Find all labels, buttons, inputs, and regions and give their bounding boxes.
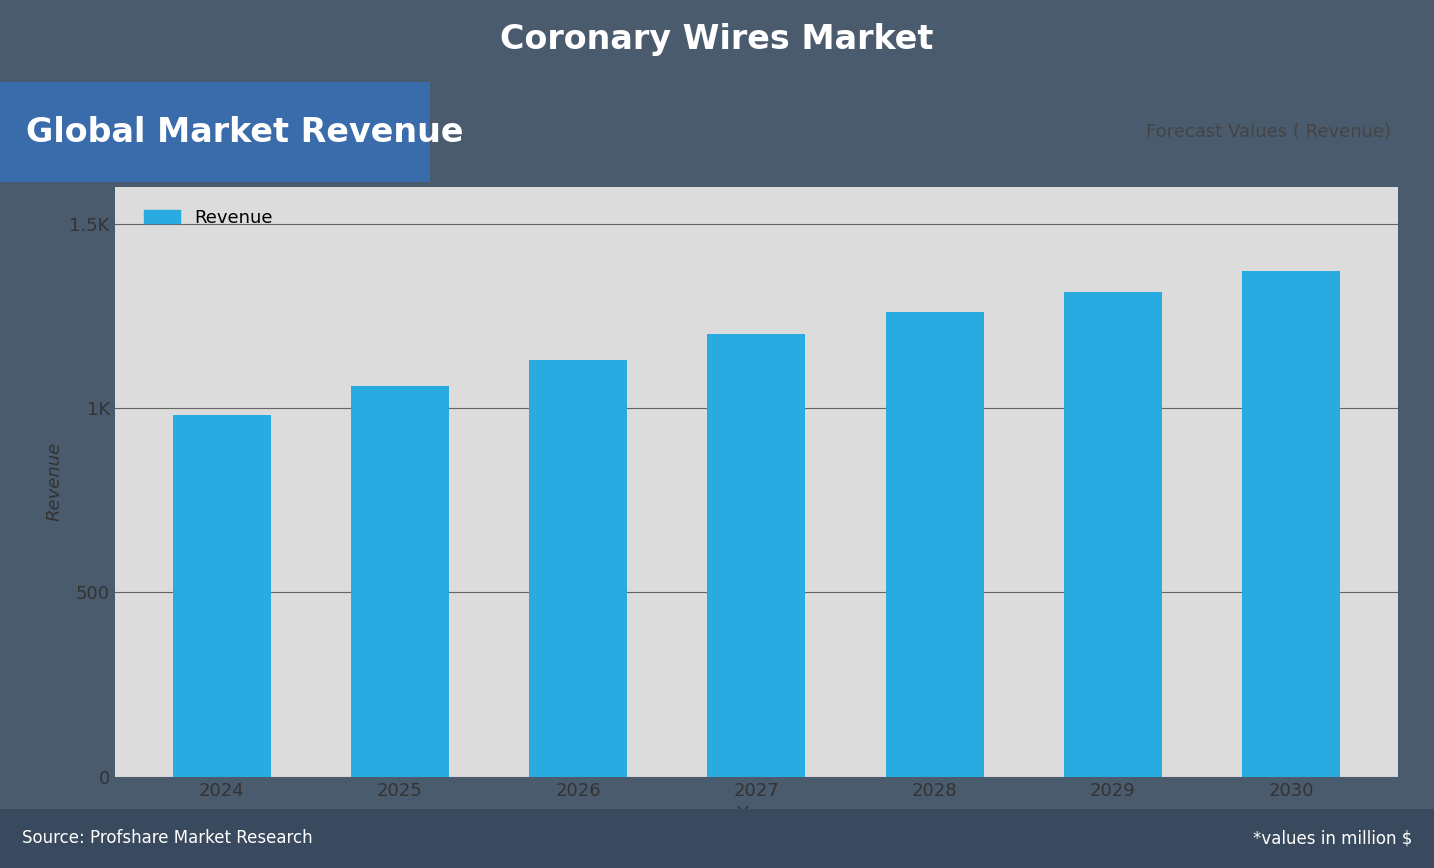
Text: Coronary Wires Market: Coronary Wires Market	[500, 23, 934, 56]
Y-axis label: Revenue: Revenue	[46, 442, 65, 522]
Bar	[172, 416, 271, 777]
Bar	[1242, 272, 1341, 777]
Bar	[351, 385, 449, 777]
Bar	[886, 312, 984, 777]
Bar	[1064, 292, 1162, 777]
Bar	[529, 360, 627, 777]
Text: Forecast Values ( Revenue): Forecast Values ( Revenue)	[1146, 123, 1391, 141]
Text: Global Market Revenue: Global Market Revenue	[26, 115, 463, 149]
Text: Source: Profshare Market Research: Source: Profshare Market Research	[22, 830, 313, 847]
X-axis label: Year: Year	[736, 806, 777, 825]
Bar	[707, 334, 806, 777]
Text: *values in million $: *values in million $	[1253, 830, 1412, 847]
Legend: Revenue: Revenue	[136, 201, 280, 234]
